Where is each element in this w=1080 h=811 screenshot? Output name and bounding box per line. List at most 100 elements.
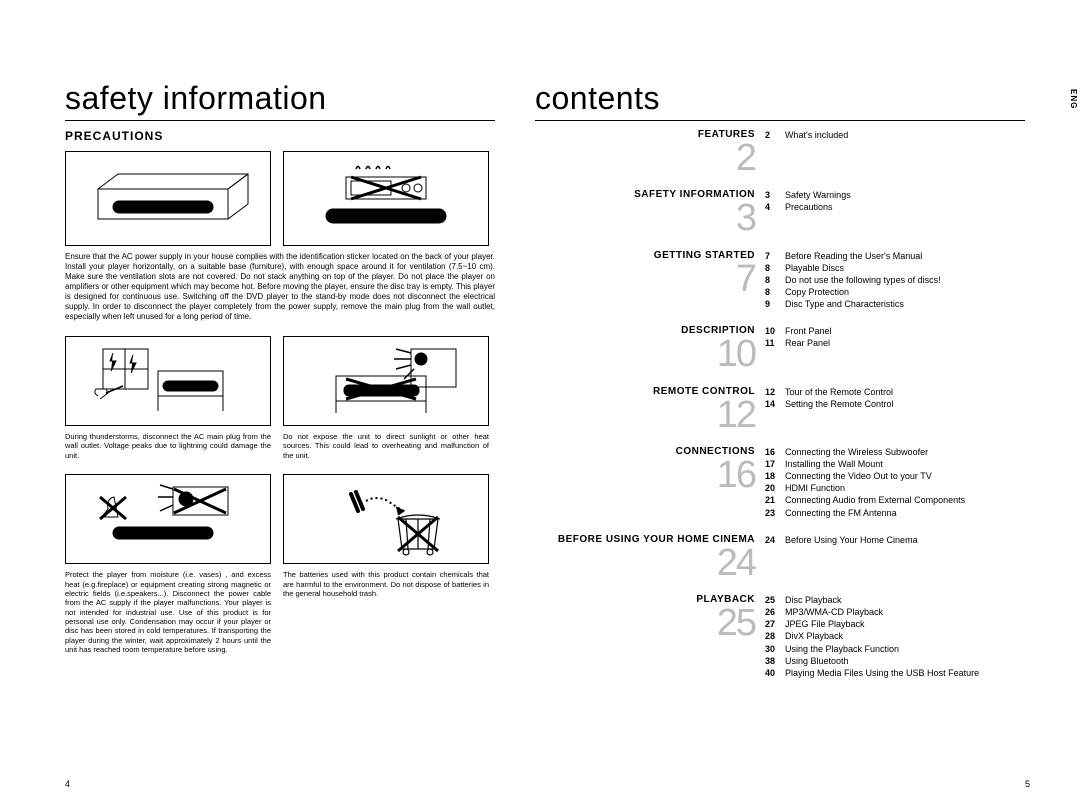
toc-section: REMOTE CONTROL1212Tour of the Remote Con… [535, 386, 1025, 431]
toc-section: GETTING STARTED77Before Reading the User… [535, 250, 1025, 311]
toc-section-name: FEATURES [535, 129, 755, 140]
precautions-heading: PRECAUTIONS [65, 129, 495, 143]
contents-page: contents FEATURES 22What's included SAFETY… [535, 80, 1025, 694]
toc-page-num: 10 [765, 325, 785, 337]
toc-item-text: Disc Playback [785, 594, 1025, 606]
toc-item: 11Rear Panel [765, 337, 1025, 349]
toc-section: FEATURES 22What's included [535, 129, 1025, 174]
toc-section: PLAYBACK2525Disc Playback26MP3/WMA-CD Pl… [535, 594, 1025, 679]
toc-page-num: 40 [765, 667, 785, 679]
toc-section-name: GETTING STARTED [535, 250, 755, 261]
toc-item: 3Safety Warnings [765, 189, 1025, 201]
toc-item: 12Tour of the Remote Control [765, 386, 1025, 398]
rule [65, 120, 495, 121]
toc-item: 25Disc Playback [765, 594, 1025, 606]
toc-page-num: 25 [765, 594, 785, 606]
toc-page-num: 8 [765, 262, 785, 274]
toc-item: 9Disc Type and Characteristics [765, 298, 1025, 310]
toc-page-num: 16 [765, 446, 785, 458]
diagram-batteries [283, 474, 489, 564]
toc-item-text: Precautions [785, 201, 1025, 213]
toc-item: 14Setting the Remote Control [765, 398, 1025, 410]
diagram-moisture [65, 474, 271, 564]
toc-page-num: 26 [765, 606, 785, 618]
toc-item-text: What's included [785, 129, 1025, 141]
safety-info-page: safety information PRECAUTIONS [65, 80, 495, 694]
language-tab: ENG [1067, 86, 1080, 112]
toc-page-num: 20 [765, 482, 785, 494]
ventilation-text: Ensure that the AC power supply in your … [65, 252, 495, 322]
toc-item-text: Before Reading the User's Manual [785, 250, 1025, 262]
toc-item-text: JPEG File Playback [785, 618, 1025, 630]
toc-item-text: Using Bluetooth [785, 655, 1025, 667]
page-title-left: safety information [65, 80, 495, 117]
toc-page-num: 11 [765, 337, 785, 349]
toc-section-number: 7 [535, 263, 755, 295]
toc-item-text: Setting the Remote Control [785, 398, 1025, 410]
toc-page-num: 14 [765, 398, 785, 410]
toc-item-text: MP3/WMA-CD Playback [785, 606, 1025, 618]
toc-item: 2What's included [765, 129, 1025, 141]
caption-moisture: Protect the player from moisture (i.e. v… [65, 570, 271, 654]
toc-page-num: 30 [765, 643, 785, 655]
toc-page-num: 38 [765, 655, 785, 667]
toc-section-number: 3 [535, 202, 755, 234]
toc-section-number: 10 [535, 338, 755, 370]
toc-page-num: 21 [765, 494, 785, 506]
toc-page-num: 17 [765, 458, 785, 470]
diagram-no-sunlight [283, 336, 489, 426]
diagram-ventilation [65, 151, 271, 246]
toc-page-num: 24 [765, 534, 785, 546]
toc-page-num: 18 [765, 470, 785, 482]
toc-item-text: Connecting the Video Out to your TV [785, 470, 1025, 482]
rule [535, 120, 1025, 121]
toc-item-text: Playing Media Files Using the USB Host F… [785, 667, 1025, 679]
toc-item: 40Playing Media Files Using the USB Host… [765, 667, 1025, 679]
toc-item: 17Installing the Wall Mount [765, 458, 1025, 470]
toc-page-num: 27 [765, 618, 785, 630]
toc-item: 16Connecting the Wireless Subwoofer [765, 446, 1025, 458]
toc-section-number: 16 [535, 459, 755, 491]
toc-section-number: 24 [535, 547, 755, 579]
toc-section-name: SAFETY INFORMATION [535, 189, 755, 200]
toc-page-num: 2 [765, 129, 785, 141]
toc-item: 8Do not use the following types of discs… [765, 274, 1025, 286]
toc-item-text: Tour of the Remote Control [785, 386, 1025, 398]
toc-item: 20HDMI Function [765, 482, 1025, 494]
toc-page-num: 28 [765, 630, 785, 642]
toc-page-num: 12 [765, 386, 785, 398]
toc-item: 21Connecting Audio from External Compone… [765, 494, 1025, 506]
toc-page-num: 7 [765, 250, 785, 262]
toc-item: 18Connecting the Video Out to your TV [765, 470, 1025, 482]
toc-item: 10Front Panel [765, 325, 1025, 337]
toc-item: 8Playable Discs [765, 262, 1025, 274]
toc-page-num: 4 [765, 201, 785, 213]
toc-section: DESCRIPTION1010Front Panel11Rear Panel [535, 325, 1025, 370]
toc-section-number: 25 [535, 607, 755, 639]
diagram-no-stack [283, 151, 489, 246]
toc-item-text: Playable Discs [785, 262, 1025, 274]
toc-item: 7Before Reading the User's Manual [765, 250, 1025, 262]
toc-section: SAFETY INFORMATION33Safety Warnings4Prec… [535, 189, 1025, 234]
toc-item-text: Connecting the FM Antenna [785, 507, 1025, 519]
toc-item: 8Copy Protection [765, 286, 1025, 298]
toc-page-num: 23 [765, 507, 785, 519]
toc-item-text: HDMI Function [785, 482, 1025, 494]
toc-item-text: Connecting the Wireless Subwoofer [785, 446, 1025, 458]
diagram-lightning [65, 336, 271, 426]
page-title-right: contents [535, 80, 1025, 117]
toc-item: 27JPEG File Playback [765, 618, 1025, 630]
toc-page-num: 8 [765, 274, 785, 286]
toc-item-text: Copy Protection [785, 286, 1025, 298]
toc-item: 24Before Using Your Home Cinema [765, 534, 1025, 546]
toc-item-text: Installing the Wall Mount [785, 458, 1025, 470]
toc-item: 38Using Bluetooth [765, 655, 1025, 667]
toc-section-number: 12 [535, 399, 755, 431]
toc-section: CONNECTIONS1616Connecting the Wireless S… [535, 446, 1025, 519]
caption-sunlight: Do not expose the unit to direct sunligh… [283, 432, 489, 460]
toc-page-num: 3 [765, 189, 785, 201]
toc-item: 28DivX Playback [765, 630, 1025, 642]
toc-item-text: Before Using Your Home Cinema [785, 534, 1025, 546]
toc-item: 4Precautions [765, 201, 1025, 213]
toc-item-text: Connecting Audio from External Component… [785, 494, 1025, 506]
